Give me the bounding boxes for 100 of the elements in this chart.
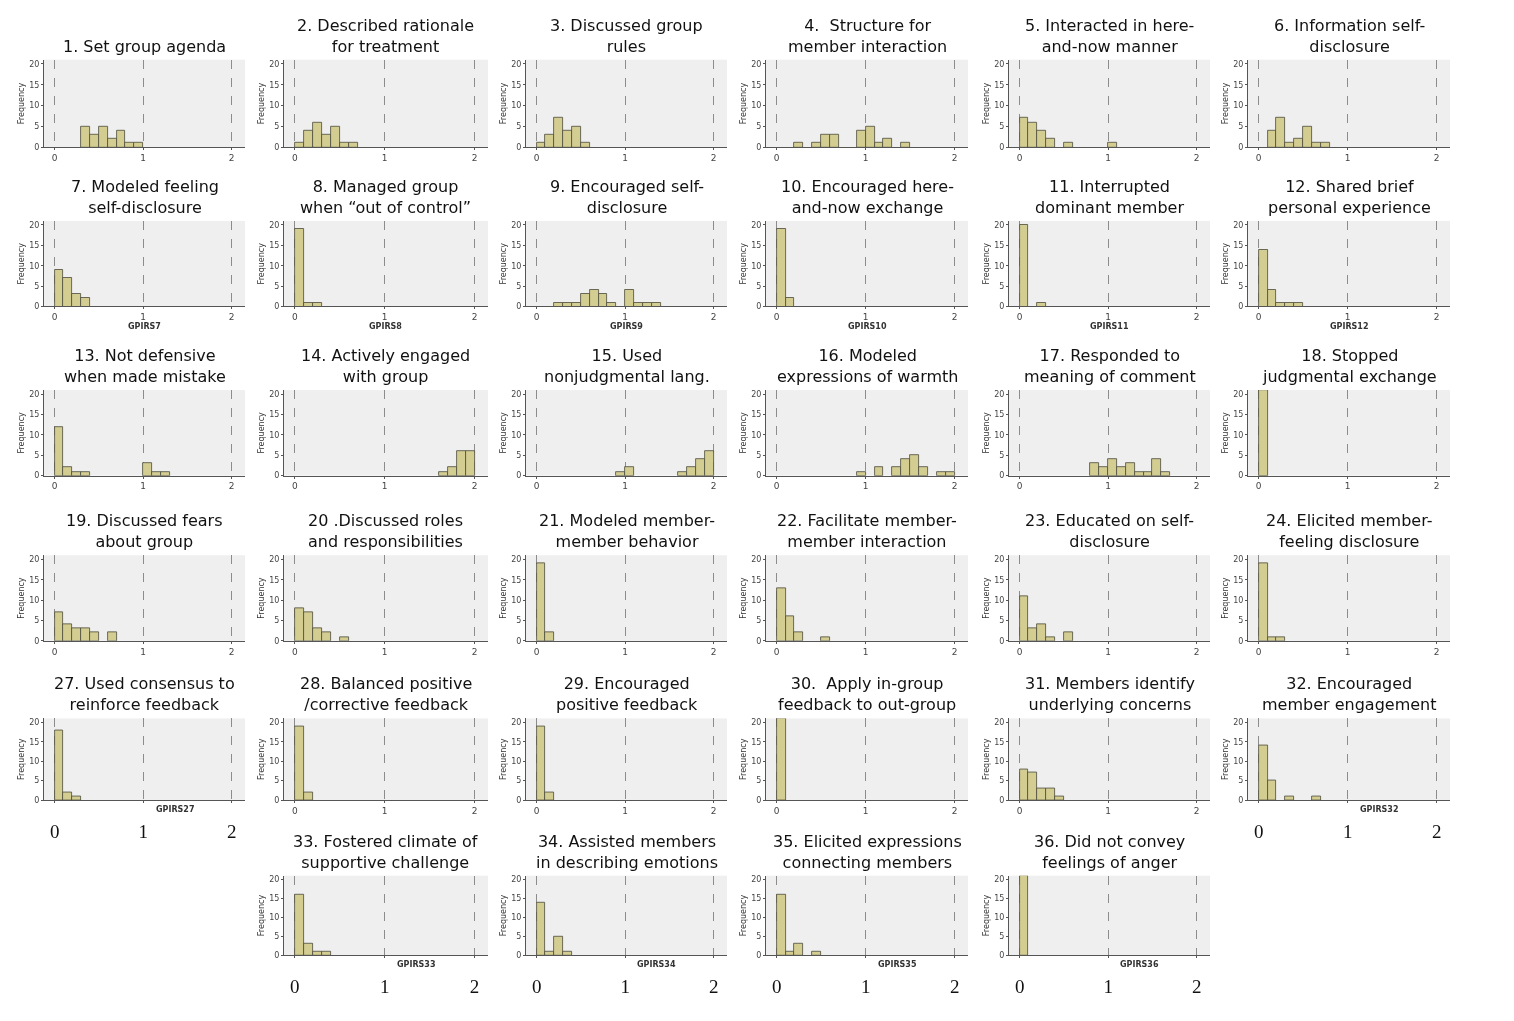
chart-title: 19. Discussed fears about group <box>66 511 223 551</box>
y-tick-label: 15 <box>994 410 1005 420</box>
y-tick-label: 10 <box>1233 101 1244 111</box>
y-tick-label: 10 <box>1233 261 1244 271</box>
y-tick-label: 10 <box>511 913 522 923</box>
x-tick-label: 1 <box>379 976 390 998</box>
x-tick-label: 2 <box>228 481 235 492</box>
y-axis-title: Frequency <box>16 738 26 780</box>
chart-title: 15. Used nonjudgmental lang. <box>544 346 710 386</box>
y-tick-label: 15 <box>269 410 280 420</box>
x-tick-label: 2 <box>951 481 958 492</box>
y-tick-label: 0 <box>999 302 1005 312</box>
y-tick-label: 5 <box>756 451 762 461</box>
y-tick-label: 0 <box>516 471 522 481</box>
x-tick-label: 1 <box>862 312 869 323</box>
x-tick-label: 1 <box>1344 312 1351 323</box>
x-tick-label: 0 <box>290 976 300 998</box>
y-tick-label: 20 <box>511 875 522 885</box>
y-axis-title: Frequency <box>256 894 266 937</box>
chart-title: 30. Apply in-group feedback to out-group <box>778 674 957 714</box>
y-tick-label: 20 <box>994 59 1005 69</box>
y-tick-label: 20 <box>29 718 40 728</box>
y-tick-label: 20 <box>994 389 1005 399</box>
y-tick-label: 0 <box>516 636 522 646</box>
y-tick-label: 5 <box>274 616 280 626</box>
x-tick-label: 0 <box>533 805 540 816</box>
x-axis-title: GPIRS8 <box>369 322 403 331</box>
y-tick-label: 20 <box>751 875 762 885</box>
y-tick-label: 15 <box>269 575 280 585</box>
y-tick-label: 0 <box>34 636 40 646</box>
x-tick-label: 0 <box>49 820 60 842</box>
chart-title: 3. Discussed group rules <box>550 16 703 56</box>
y-tick-label: 0 <box>999 143 1005 153</box>
chart-title: 8. Managed group when “out of control” <box>300 177 471 217</box>
chart-title: 16. Modeled expressions of warmth <box>777 346 959 386</box>
y-tick-label: 5 <box>274 451 280 461</box>
y-axis-title: Frequency <box>981 242 991 285</box>
x-tick-label: 0 <box>291 153 298 164</box>
y-tick-label: 20 <box>29 59 40 69</box>
chart-title: 17. Responded to meaning of comment <box>1024 346 1196 386</box>
x-tick-label: 1 <box>1344 646 1351 657</box>
y-tick-label: 10 <box>269 913 280 923</box>
y-axis-title: Frequency <box>16 82 26 125</box>
x-tick-label: 2 <box>710 805 717 816</box>
y-axis-title: Frequency <box>16 242 26 285</box>
x-tick-label: 1 <box>381 153 388 164</box>
y-tick-label: 15 <box>511 241 522 251</box>
x-tick-label: 1 <box>1105 646 1112 657</box>
y-tick-label: 10 <box>29 101 40 111</box>
y-tick-label: 5 <box>999 451 1005 461</box>
y-tick-label: 10 <box>511 595 522 605</box>
y-tick-label: 15 <box>1233 80 1244 90</box>
x-tick-label: 0 <box>1255 481 1262 492</box>
y-tick-label: 15 <box>29 575 40 585</box>
x-tick-label: 2 <box>471 312 478 323</box>
y-tick-label: 20 <box>1233 220 1244 230</box>
x-tick-label: 0 <box>291 312 298 323</box>
y-tick-label: 15 <box>1233 575 1244 585</box>
x-tick-label: 0 <box>1255 312 1262 323</box>
chart-title: 22. Facilitate member- member interaction <box>777 511 957 551</box>
y-tick-label: 15 <box>994 241 1005 251</box>
y-tick-label: 10 <box>511 757 522 766</box>
y-tick-label: 0 <box>516 951 522 961</box>
y-tick-label: 10 <box>751 595 762 605</box>
y-axis-title: Frequency <box>738 894 748 937</box>
x-tick-label: 0 <box>773 646 780 657</box>
x-tick-label: 1 <box>622 153 629 164</box>
y-tick-label: 10 <box>29 757 40 766</box>
x-axis-title: GPIRS7 <box>128 322 161 331</box>
chart-title: 33. Fostered climate of supportive challenge <box>293 832 478 872</box>
y-tick-label: 0 <box>1238 795 1244 805</box>
y-axis-title: Frequency <box>256 82 266 125</box>
y-axis-title: Frequency <box>256 411 266 454</box>
x-tick-label: 1 <box>140 312 147 323</box>
y-tick-label: 20 <box>511 220 522 230</box>
y-tick-label: 5 <box>756 281 762 291</box>
y-tick-label: 0 <box>999 951 1005 961</box>
y-tick-label: 0 <box>516 143 522 153</box>
chart-title: 29. Encouraged positive feedback <box>556 674 699 714</box>
x-tick-label: 2 <box>1193 805 1200 816</box>
y-tick-label: 15 <box>994 575 1005 585</box>
y-tick-label: 20 <box>511 389 522 399</box>
x-tick-label: 0 <box>1255 153 1262 164</box>
y-tick-label: 15 <box>751 575 762 585</box>
y-tick-label: 20 <box>511 718 522 728</box>
y-axis-title: Frequency <box>1220 411 1230 454</box>
chart-title: 20 .Discussed roles and responsibilities <box>308 511 463 551</box>
y-tick-label: 5 <box>516 451 522 461</box>
x-tick-label: 0 <box>1255 646 1262 657</box>
x-tick-label: 0 <box>773 312 780 323</box>
y-axis-title: Frequency <box>498 894 508 937</box>
y-tick-label: 15 <box>269 80 280 90</box>
x-tick-label: 1 <box>862 153 869 164</box>
chart-title: 31. Members identify underlying concerns <box>1025 674 1195 714</box>
y-tick-label: 0 <box>756 471 762 481</box>
x-axis-title: GPIRS32 <box>1360 805 1399 814</box>
y-tick-label: 15 <box>269 894 280 904</box>
y-tick-label: 20 <box>511 59 522 69</box>
y-tick-label: 20 <box>751 389 762 399</box>
x-tick-label: 0 <box>1016 312 1023 323</box>
